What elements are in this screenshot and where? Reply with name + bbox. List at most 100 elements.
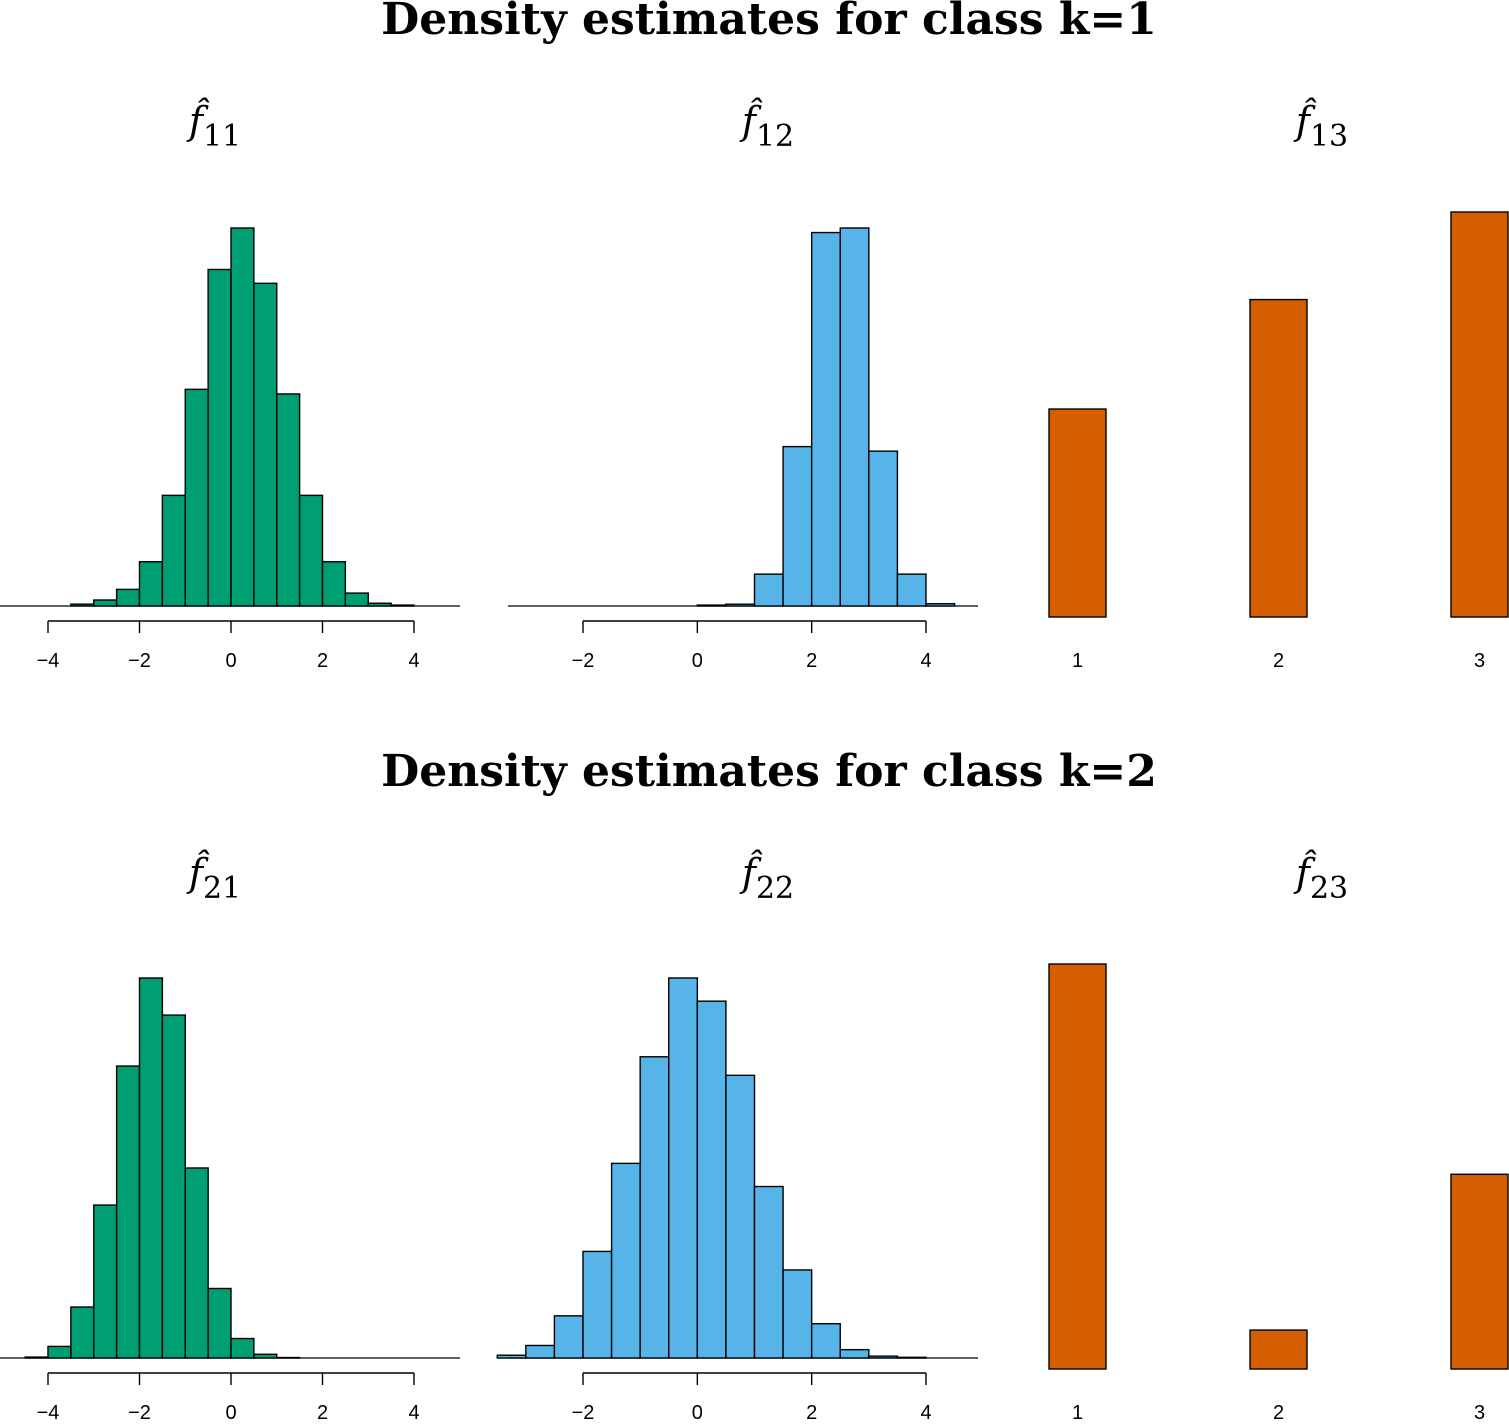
histogram-bar — [161, 494, 186, 607]
histogram-bar — [70, 1306, 95, 1359]
histogram-bar — [896, 573, 927, 607]
x-tick-label: 0 — [225, 650, 236, 672]
panel-title-f23: f̂23 — [1293, 850, 1348, 906]
x-tick-label: −2 — [128, 1402, 151, 1424]
panel-title-f22: f̂22 — [739, 850, 794, 906]
histogram-bar — [47, 1345, 72, 1359]
histogram-bar — [93, 1204, 118, 1359]
histogram-bar — [525, 1344, 556, 1359]
histogram-bar — [253, 1353, 278, 1359]
histogram-bar — [344, 592, 369, 607]
x-tick-label: 4 — [920, 650, 931, 672]
panel-title-f13: f̂13 — [1293, 98, 1348, 154]
histogram-bar — [138, 977, 164, 1359]
x-tick-label: −2 — [572, 1402, 595, 1424]
category-label: 1 — [1072, 1402, 1083, 1424]
histogram-bar — [230, 227, 255, 607]
histogram-bar — [753, 573, 784, 607]
x-tick-label: 2 — [317, 1402, 328, 1424]
histogram-bar — [115, 1065, 141, 1359]
panel-title-subscript: 13 — [1310, 119, 1348, 154]
x-tick-label: −4 — [37, 650, 60, 672]
histogram-bar — [839, 227, 870, 607]
category-label: 3 — [1474, 1402, 1485, 1424]
category-label: 2 — [1273, 1402, 1284, 1424]
category-label: 2 — [1273, 650, 1284, 672]
category-bar — [1249, 298, 1308, 618]
category-bar — [1048, 963, 1107, 1370]
panel-f22: f̂22 −2 0 2 4 — [496, 850, 978, 1424]
panel-f13: f̂13 1 2 3 — [1048, 98, 1509, 672]
histogram-bar — [24, 1356, 49, 1359]
panel-f11: f̂11 −4 −2 0 2 4 — [0, 98, 460, 672]
histogram-bar — [138, 561, 164, 607]
histogram-bar — [70, 603, 95, 607]
histogram-bar — [367, 602, 392, 607]
category-bar — [1450, 211, 1509, 618]
panel-title-f21: f̂21 — [186, 850, 241, 906]
histogram-bar — [639, 1056, 670, 1359]
histogram-bar — [184, 388, 209, 607]
histogram-bar — [782, 1269, 813, 1359]
panel-title-subscript: 23 — [1310, 871, 1348, 906]
histogram-bar — [610, 1162, 641, 1359]
histogram-bar — [696, 604, 727, 607]
x-tick-label: 0 — [692, 650, 703, 672]
histogram-bar — [207, 268, 232, 607]
panel-f12: f̂12 −2 0 2 4 — [508, 98, 978, 672]
histogram-bar — [298, 494, 324, 607]
histogram-bar — [321, 561, 347, 607]
histogram-bar — [184, 1167, 209, 1359]
histogram-bar — [668, 977, 699, 1359]
panel-title-subscript: 22 — [756, 871, 794, 906]
histogram-bar — [496, 1354, 527, 1359]
category-label: 3 — [1474, 650, 1485, 672]
x-tick-label: 0 — [225, 1402, 236, 1424]
histogram-bar — [725, 1074, 756, 1359]
x-tick-label: 4 — [408, 650, 419, 672]
x-tick-label: 2 — [806, 1402, 817, 1424]
panel-title-subscript: 12 — [756, 119, 794, 154]
histogram-bar — [810, 231, 841, 607]
panel-title-subscript: 11 — [203, 119, 241, 154]
x-tick-label: 2 — [317, 650, 328, 672]
histogram-bar — [696, 1000, 727, 1359]
category-bar — [1450, 1173, 1509, 1370]
x-tick-label: 4 — [920, 1402, 931, 1424]
histogram-bar — [868, 1355, 899, 1359]
histogram-bar — [839, 1348, 870, 1359]
x-tick-label: 4 — [408, 1402, 419, 1424]
histogram-bar — [725, 603, 756, 607]
histogram-bar — [868, 450, 899, 607]
histogram-bar — [276, 393, 301, 607]
histogram-bar — [93, 599, 118, 607]
category-bar — [1249, 1329, 1308, 1370]
panel-title-f12: f̂12 — [739, 98, 794, 154]
category-bar — [1048, 408, 1107, 618]
group-title-class-2: Density estimates for class k=2 — [381, 746, 1157, 797]
panel-f23: f̂231 2 3 — [1048, 850, 1509, 1424]
histogram-bar — [582, 1250, 613, 1359]
x-tick-label: −2 — [572, 650, 595, 672]
histogram-bar — [115, 588, 141, 607]
x-tick-label: −2 — [128, 650, 151, 672]
x-tick-label: 2 — [806, 650, 817, 672]
x-tick-label: −4 — [37, 1402, 60, 1424]
histogram-bar — [390, 604, 415, 607]
histogram-bar — [253, 282, 278, 607]
histogram-bar — [553, 1315, 584, 1359]
panel-title-f11: f̂11 — [186, 98, 241, 154]
group-title-class-1: Density estimates for class k=1 — [381, 0, 1157, 45]
histogram-bar — [207, 1287, 232, 1359]
histogram-bar — [753, 1185, 784, 1359]
histogram-bar — [925, 603, 956, 607]
histogram-bar — [161, 1014, 186, 1359]
histogram-bar — [230, 1337, 255, 1359]
x-tick-label: 0 — [692, 1402, 703, 1424]
histogram-bar — [810, 1323, 841, 1359]
panel-title-subscript: 21 — [203, 871, 241, 906]
histogram-bar — [782, 445, 813, 607]
plot-panels: f̂11−4 −2 0 2 4f̂12−2 0 2 4f̂131 2 3f̂21−4 −2 0 2 4f̂… — [0, 98, 1509, 1424]
histogram-bar — [896, 1356, 927, 1359]
